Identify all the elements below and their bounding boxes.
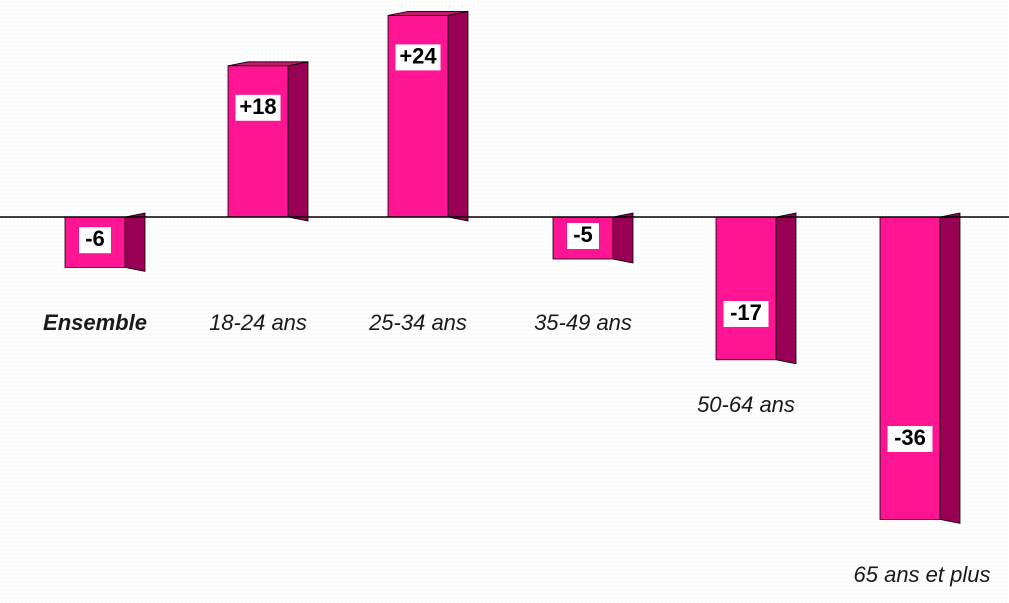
bar-side-face — [939, 212, 961, 524]
value-label-bg — [723, 301, 769, 327]
category-label-1: Ensemble — [43, 310, 147, 335]
value-label-bg — [79, 227, 111, 254]
value-label-bg — [235, 94, 281, 121]
bar-side-face — [612, 212, 634, 264]
bar-side-face — [124, 212, 146, 272]
value-label-text: +18 — [239, 94, 276, 119]
value-label-6: -36 — [887, 425, 933, 452]
bar-side-face — [775, 212, 797, 365]
bar-side-face — [287, 61, 309, 222]
value-label-5: -17 — [723, 300, 769, 327]
bar-5 — [715, 212, 797, 365]
value-label-bg — [887, 426, 933, 452]
value-label-text: -6 — [85, 226, 105, 251]
category-labels-group: Ensemble 18-24 ans 25-34 ans 35-49 ans 50-64… — [43, 310, 990, 587]
bar-side-face — [447, 10, 469, 222]
value-label-text: -36 — [894, 425, 926, 450]
value-label-bg — [395, 44, 441, 71]
category-label-6: 65 ans et plus — [854, 562, 991, 587]
value-label-4: -5 — [567, 222, 599, 249]
category-label-4: 35-49 ans — [534, 310, 632, 335]
value-label-2: +18 — [235, 94, 281, 121]
bar-front-face — [879, 216, 941, 520]
bar-6 — [879, 212, 961, 524]
category-label-2: 18-24 ans — [209, 310, 307, 335]
value-label-text: -5 — [573, 222, 593, 247]
value-label-3: +24 — [395, 43, 441, 71]
value-label-text: -17 — [730, 300, 762, 325]
value-labels-group: -6 +18 +24 -5 -17 -36 — [79, 43, 933, 452]
bar-front-face — [715, 216, 777, 361]
bar-front-face — [227, 65, 289, 218]
bar-2 — [227, 61, 309, 222]
bars-group — [64, 10, 961, 524]
value-label-bg — [567, 223, 599, 249]
category-label-5: 50-64 ans — [697, 392, 795, 417]
value-label-text: +24 — [399, 43, 437, 68]
category-label-3: 25-34 ans — [368, 310, 467, 335]
value-label-1: -6 — [79, 226, 111, 254]
